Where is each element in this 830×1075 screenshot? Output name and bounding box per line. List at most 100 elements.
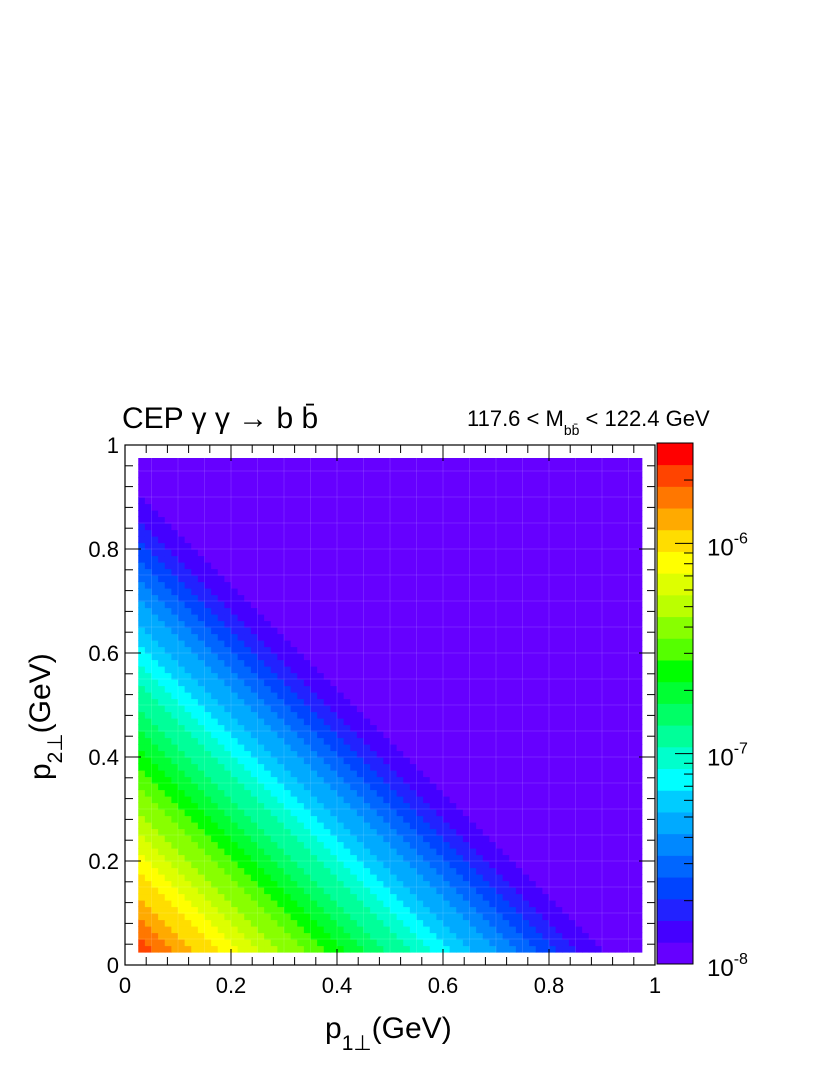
heatmap-cell [522, 835, 530, 843]
heatmap-cell [171, 731, 179, 739]
heatmap-cell [310, 906, 318, 914]
heatmap-cell [303, 770, 312, 778]
heatmap-cell [317, 692, 325, 700]
heatmap-cell [555, 601, 563, 609]
heatmap-cell [211, 659, 219, 667]
heatmap-cell [469, 744, 477, 752]
heatmap-cell [568, 620, 577, 628]
heatmap-cell [310, 620, 318, 628]
heatmap-cell [323, 601, 331, 609]
heatmap-cell [290, 900, 298, 908]
heatmap-cell [264, 477, 272, 485]
heatmap-cell [297, 802, 305, 810]
heatmap-cell [383, 679, 391, 687]
heatmap-cell [356, 497, 365, 505]
heatmap-cell [443, 783, 451, 791]
heatmap-cell [489, 822, 497, 830]
heatmap-cell [171, 737, 179, 745]
heatmap-cell [562, 640, 570, 648]
heatmap-cell [476, 568, 484, 576]
heatmap-cell [529, 497, 537, 505]
heatmap-cell [429, 932, 437, 940]
heatmap-cell [244, 763, 252, 771]
heatmap-cell [350, 744, 358, 752]
heatmap-cell [462, 646, 471, 654]
heatmap-cell [555, 555, 563, 563]
heatmap-cell [310, 653, 318, 661]
heatmap-cell [310, 672, 318, 680]
heatmap-cell [456, 757, 464, 765]
heatmap-cell [509, 835, 517, 843]
heatmap-cell [164, 861, 172, 869]
heatmap-cell [443, 562, 451, 570]
heatmap-cell [284, 776, 292, 784]
heatmap-cell [297, 471, 305, 479]
heatmap-cell [522, 731, 530, 739]
heatmap-cell [270, 633, 278, 641]
heatmap-cell [390, 815, 398, 823]
heatmap-cell [443, 828, 451, 836]
heatmap-cell [370, 484, 378, 492]
heatmap-cell [502, 594, 510, 602]
heatmap-cell [469, 906, 477, 914]
heatmap-cell [270, 614, 278, 622]
heatmap-cell [343, 601, 351, 609]
heatmap-cell [429, 646, 437, 654]
heatmap-cell [469, 588, 477, 596]
heatmap-cell [178, 672, 186, 680]
heatmap-cell [330, 926, 338, 934]
heatmap-cell [231, 926, 239, 934]
heatmap-cell [436, 575, 444, 583]
heatmap-cell [204, 542, 212, 550]
heatmap-cell [462, 880, 471, 888]
heatmap-cell [376, 497, 384, 505]
heatmap-cell [469, 822, 477, 830]
heatmap-cell [555, 815, 563, 823]
heatmap-cell [217, 692, 225, 700]
heatmap-cell [257, 828, 265, 836]
heatmap-cell [178, 588, 186, 596]
heatmap-cell [390, 841, 398, 849]
heatmap-cell [502, 562, 510, 570]
heatmap-cell [383, 737, 391, 745]
heatmap-cell [568, 848, 577, 856]
heatmap-cell [535, 718, 543, 726]
heatmap-cell [310, 770, 318, 778]
heatmap-cell [323, 776, 331, 784]
heatmap-cell [456, 601, 464, 609]
heatmap-cell [568, 581, 577, 589]
heatmap-cell [416, 484, 424, 492]
heatmap-cell [529, 666, 537, 674]
heatmap-cell [303, 685, 312, 693]
heatmap-cell [138, 763, 146, 771]
heatmap-cell [496, 705, 504, 713]
heatmap-cell [164, 503, 172, 511]
heatmap-cell [529, 776, 537, 784]
heatmap-cell [330, 594, 338, 602]
heatmap-cell [323, 549, 331, 557]
heatmap-cell [496, 770, 504, 778]
heatmap-cell [443, 815, 451, 823]
heatmap-cell [489, 568, 497, 576]
heatmap-cell [323, 828, 331, 836]
heatmap-cell [423, 926, 431, 934]
heatmap-cell [409, 802, 418, 810]
heatmap-cell [356, 724, 365, 732]
heatmap-cell [443, 763, 451, 771]
heatmap-cell [515, 854, 524, 862]
heatmap-cell [257, 822, 265, 830]
heatmap-cell [237, 932, 245, 940]
heatmap-cell [317, 757, 325, 765]
heatmap-cell [568, 906, 577, 914]
heatmap-cell [356, 640, 365, 648]
heatmap-cell [323, 666, 331, 674]
heatmap-cell [390, 705, 398, 713]
heatmap-cell [462, 783, 471, 791]
heatmap-cell [303, 672, 312, 680]
heatmap-cell [409, 815, 418, 823]
heatmap-cell [211, 581, 219, 589]
heatmap-cell [509, 568, 517, 576]
heatmap-cell [356, 828, 365, 836]
heatmap-cell [284, 926, 292, 934]
heatmap-cell [350, 471, 358, 479]
